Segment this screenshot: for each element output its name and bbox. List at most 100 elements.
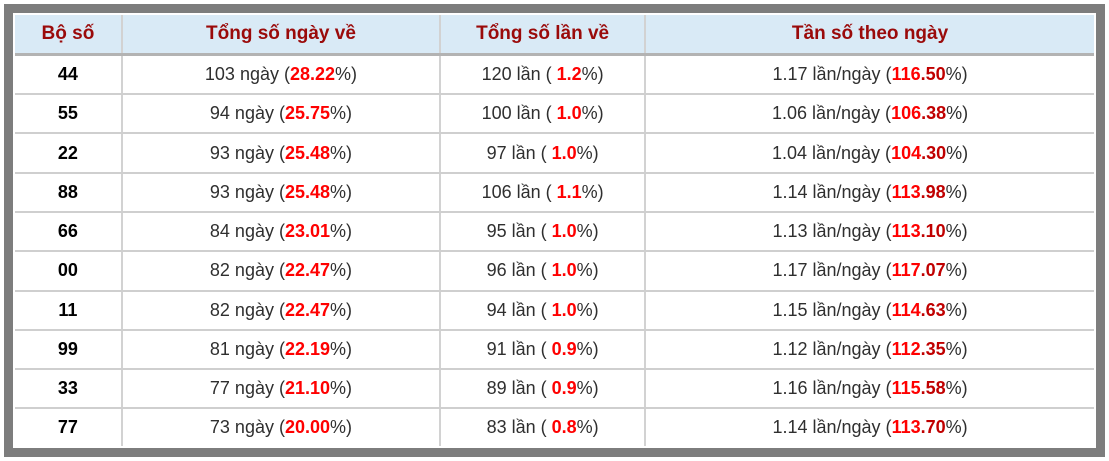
header-total-times: Tổng số lần về bbox=[440, 15, 647, 56]
days-text: 82 ngày ( bbox=[209, 299, 285, 320]
times-percent: 1.0 bbox=[556, 103, 582, 124]
pair-value: 11 bbox=[58, 299, 78, 320]
frequency-percent-int: 106 bbox=[891, 103, 922, 124]
frequency-text: 1.14 lần/ngày ( bbox=[772, 417, 892, 438]
percent-close: %) bbox=[330, 299, 353, 320]
times-percent: 1.0 bbox=[551, 299, 577, 320]
cell-days: 73 ngày (20.00%) bbox=[121, 408, 442, 446]
header-row: Bộ số Tổng số ngày về Tổng số lần về Tần… bbox=[15, 15, 1094, 56]
cell-frequency: 1.04 lần/ngày (104.30%) bbox=[645, 133, 1094, 174]
cell-days: 93 ngày (25.48%) bbox=[121, 172, 442, 213]
percent-close: %) bbox=[946, 142, 969, 163]
percent-close: %) bbox=[576, 221, 599, 242]
frequency-percent-int: 113 bbox=[891, 417, 921, 438]
days-percent: 25.75 bbox=[284, 103, 331, 124]
cell-days: 103 ngày (28.22%) bbox=[121, 54, 442, 96]
cell-times: 89 lần ( 0.9%) bbox=[440, 369, 647, 410]
percent-close: %) bbox=[576, 378, 599, 399]
cell-days: 93 ngày (25.48%) bbox=[121, 133, 442, 174]
cell-times: 83 lần ( 0.8%) bbox=[440, 408, 647, 446]
times-text: 97 lần ( bbox=[486, 142, 552, 163]
cell-days: 81 ngày (22.19%) bbox=[121, 329, 442, 371]
days-percent: 28.22 bbox=[289, 63, 336, 84]
times-text: 96 lần ( bbox=[486, 260, 552, 281]
frequency-percent-dec: .30 bbox=[921, 142, 947, 163]
times-text: 120 lần ( bbox=[481, 63, 557, 84]
frequency-percent-int: 113 bbox=[891, 221, 921, 242]
percent-close: %) bbox=[945, 417, 968, 438]
frequency-percent-int: 116 bbox=[891, 63, 921, 84]
pair-value: 33 bbox=[57, 378, 78, 399]
times-percent: 0.9 bbox=[551, 378, 577, 399]
cell-frequency: 1.14 lần/ngày (113.98%) bbox=[645, 172, 1094, 213]
frequency-text: 1.17 lần/ngày ( bbox=[772, 260, 892, 281]
cell-times: 97 lần ( 1.0%) bbox=[440, 133, 647, 174]
percent-close: %) bbox=[330, 378, 353, 399]
frequency-text: 1.04 lần/ngày ( bbox=[771, 142, 892, 163]
frequency-percent-dec: .35 bbox=[920, 338, 946, 359]
cell-frequency: 1.14 lần/ngày (113.70%) bbox=[645, 408, 1094, 446]
cell-pair: 11 bbox=[15, 290, 123, 331]
percent-close: %) bbox=[576, 338, 599, 359]
cell-pair: 88 bbox=[15, 172, 123, 213]
cell-pair: 44 bbox=[15, 54, 123, 96]
percent-close: %) bbox=[330, 103, 353, 124]
cell-frequency: 1.13 lần/ngày (113.10%) bbox=[645, 211, 1094, 253]
days-text: 84 ngày ( bbox=[209, 221, 285, 242]
cell-frequency: 1.17 lần/ngày (117.07%) bbox=[645, 251, 1094, 292]
cell-pair: 22 bbox=[15, 133, 123, 174]
days-text: 103 ngày ( bbox=[204, 63, 290, 84]
percent-close: %) bbox=[576, 299, 599, 320]
times-text: 83 lần ( bbox=[486, 417, 552, 438]
percent-close: %) bbox=[581, 181, 604, 202]
percent-close: %) bbox=[946, 103, 969, 124]
table-row: 00 82 ngày (22.47%) 96 lần ( 1.0%) 1.17 … bbox=[15, 251, 1094, 292]
percent-close: %) bbox=[945, 338, 968, 359]
frequency-text: 1.17 lần/ngày ( bbox=[772, 63, 892, 84]
frequency-percent-int: 104 bbox=[891, 142, 922, 163]
cell-days: 84 ngày (23.01%) bbox=[121, 211, 442, 253]
percent-close: %) bbox=[581, 63, 604, 84]
percent-close: %) bbox=[945, 378, 968, 399]
times-text: 106 lần ( bbox=[481, 181, 557, 202]
cell-frequency: 1.15 lần/ngày (114.63%) bbox=[645, 290, 1094, 331]
percent-close: %) bbox=[581, 103, 604, 124]
frequency-percent-int: 114 bbox=[891, 299, 921, 320]
frequency-percent-dec: .07 bbox=[920, 260, 946, 281]
times-text: 91 lần ( bbox=[486, 338, 552, 359]
cell-pair: 00 bbox=[15, 251, 123, 292]
frequency-text: 1.15 lần/ngày ( bbox=[772, 299, 892, 320]
times-percent: 0.8 bbox=[551, 417, 577, 438]
percent-close: %) bbox=[330, 142, 353, 163]
times-text: 89 lần ( bbox=[486, 378, 552, 399]
table-row: 66 84 ngày (23.01%) 95 lần ( 1.0%) 1.13 … bbox=[15, 211, 1094, 253]
days-percent: 22.19 bbox=[284, 338, 331, 359]
days-text: 82 ngày ( bbox=[209, 260, 285, 281]
header-frequency: Tần số theo ngày bbox=[645, 15, 1094, 56]
lottery-stats-table: Bộ số Tổng số ngày về Tổng số lần về Tần… bbox=[15, 15, 1094, 446]
percent-close: %) bbox=[576, 260, 599, 281]
cell-days: 77 ngày (21.10%) bbox=[121, 369, 442, 410]
cell-times: 106 lần ( 1.1%) bbox=[440, 172, 647, 213]
days-percent: 20.00 bbox=[284, 417, 331, 438]
pair-value: 44 bbox=[57, 63, 78, 84]
times-percent: 1.0 bbox=[551, 260, 577, 281]
percent-close: %) bbox=[576, 142, 599, 163]
pair-value: 66 bbox=[57, 221, 78, 242]
days-percent: 22.47 bbox=[284, 260, 331, 281]
cell-frequency: 1.17 lần/ngày (116.50%) bbox=[645, 54, 1094, 96]
table-frame: Bộ số Tổng số ngày về Tổng số lần về Tần… bbox=[4, 4, 1105, 457]
times-text: 95 lần ( bbox=[486, 221, 552, 242]
pair-value: 55 bbox=[57, 103, 78, 124]
percent-close: %) bbox=[945, 260, 968, 281]
frequency-text: 1.14 lần/ngày ( bbox=[772, 181, 892, 202]
frequency-percent-dec: .58 bbox=[920, 378, 946, 399]
percent-close: %) bbox=[945, 63, 968, 84]
frequency-percent-dec: .70 bbox=[920, 417, 946, 438]
times-percent: 1.0 bbox=[551, 221, 577, 242]
days-percent: 25.48 bbox=[284, 142, 331, 163]
frequency-percent-dec: .98 bbox=[920, 181, 946, 202]
table-body: 44 103 ngày (28.22%) 120 lần ( 1.2%) 1.1… bbox=[15, 54, 1094, 446]
header-total-days: Tổng số ngày về bbox=[121, 15, 442, 56]
frequency-text: 1.12 lần/ngày ( bbox=[772, 338, 892, 359]
